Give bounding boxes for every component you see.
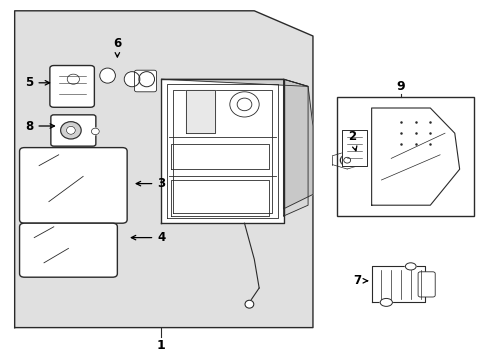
Text: 8: 8 <box>25 120 54 132</box>
Ellipse shape <box>244 300 253 308</box>
Ellipse shape <box>91 128 99 135</box>
Ellipse shape <box>380 298 391 306</box>
FancyBboxPatch shape <box>417 272 434 297</box>
Bar <box>337 97 473 216</box>
Polygon shape <box>161 79 283 223</box>
Text: 6: 6 <box>113 37 121 57</box>
Ellipse shape <box>61 122 81 139</box>
Text: 5: 5 <box>25 76 49 89</box>
Polygon shape <box>15 11 312 328</box>
Polygon shape <box>283 79 307 216</box>
FancyBboxPatch shape <box>51 115 96 146</box>
Ellipse shape <box>405 263 415 270</box>
Polygon shape <box>342 130 366 166</box>
Ellipse shape <box>66 126 75 134</box>
Polygon shape <box>185 90 215 133</box>
Text: 9: 9 <box>396 80 405 93</box>
Text: 2: 2 <box>347 130 356 151</box>
Ellipse shape <box>340 154 353 166</box>
FancyBboxPatch shape <box>50 66 94 107</box>
Text: 1: 1 <box>157 339 165 352</box>
Polygon shape <box>283 79 312 209</box>
Polygon shape <box>161 79 307 86</box>
Ellipse shape <box>124 72 140 87</box>
Text: 4: 4 <box>131 231 165 244</box>
Ellipse shape <box>100 68 115 83</box>
Ellipse shape <box>139 72 154 87</box>
FancyBboxPatch shape <box>20 223 117 277</box>
FancyBboxPatch shape <box>134 70 156 92</box>
Polygon shape <box>371 266 425 302</box>
FancyBboxPatch shape <box>20 148 127 223</box>
Polygon shape <box>371 108 459 205</box>
Text: 3: 3 <box>136 177 165 190</box>
Text: 7: 7 <box>352 274 367 287</box>
